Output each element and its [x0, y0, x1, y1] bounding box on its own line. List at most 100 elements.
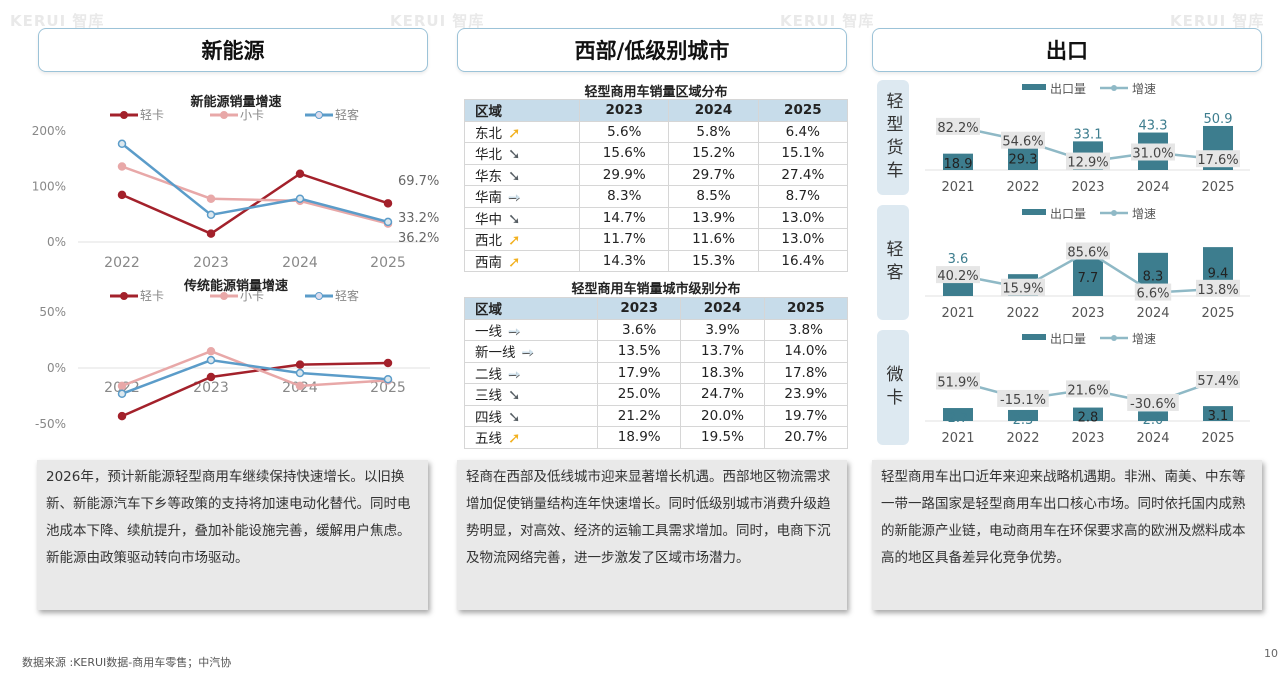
growth-label-bg	[1196, 279, 1240, 297]
x-tick-label: 2024	[282, 255, 318, 271]
legend-marker	[315, 292, 323, 300]
row-label: 三线	[475, 388, 502, 405]
column-header: 区域	[463, 297, 599, 320]
series-line-轻卡	[121, 172, 389, 236]
data-point	[383, 199, 393, 208]
trend-flat-arrow-icon: ➙	[508, 321, 521, 340]
growth-value-label: -30.6%	[1130, 397, 1176, 412]
legend-swatch-volume	[1022, 334, 1046, 340]
column-header: 2023	[579, 99, 670, 122]
row-label: 四线	[475, 409, 502, 426]
watermark: KERUI 智库	[10, 12, 105, 30]
data-point	[117, 139, 127, 149]
bar-value-label: 3.1	[1208, 409, 1229, 424]
legend-marker	[220, 111, 228, 119]
table-row: 二线 ➙ 17.9% 18.3% 17.8%	[463, 361, 849, 384]
table-row: 新一线 ➙ 13.5% 13.7% 14.0%	[463, 340, 849, 363]
watermark: KERUI 智库	[1170, 12, 1265, 30]
value-cell: 23.9%	[763, 383, 849, 406]
column-header: 2023	[597, 297, 682, 320]
growth-label-bg	[936, 372, 980, 390]
data-point	[206, 229, 216, 238]
data-label: 36.2%	[398, 231, 439, 246]
data-point	[206, 210, 216, 220]
trend-down-arrow-icon: ➘	[508, 166, 521, 185]
row-label-cell: 华北 ➘	[463, 142, 581, 165]
legend-marker	[220, 292, 228, 300]
value-cell: 11.6%	[668, 228, 759, 251]
trend-up-arrow-icon: ➚	[508, 231, 521, 250]
city-table-title: 轻型商用车销量城市级别分布	[571, 282, 741, 297]
legend-marker	[120, 111, 128, 119]
x-tick-label: 2024	[1136, 431, 1169, 446]
x-tick-label: 2025	[370, 255, 406, 271]
x-tick-label: 2023	[1071, 431, 1104, 446]
row-label: 华东	[475, 168, 502, 185]
legend-marker	[1111, 85, 1117, 91]
legend-label: 增速	[1132, 82, 1156, 96]
row-label-cell: 华南 ➙	[463, 185, 581, 208]
value-cell: 15.2%	[668, 142, 759, 165]
value-cell: 16.4%	[757, 249, 849, 272]
data-point	[117, 381, 127, 391]
x-tick-label: 2023	[1071, 180, 1104, 195]
value-cell: 11.7%	[579, 228, 670, 251]
legend-swatch-volume	[1022, 84, 1046, 90]
bar-value-label: 43.3	[1139, 119, 1168, 134]
legend-label: 轻卡	[140, 108, 164, 122]
bar	[1073, 407, 1103, 421]
growth-value-label: 13.8%	[1197, 283, 1238, 298]
section-header-export: 出口	[872, 28, 1262, 72]
value-cell: 13.5%	[597, 340, 682, 363]
value-cell: 19.7%	[763, 404, 849, 427]
column-header: 2025	[757, 99, 849, 122]
x-tick-label: 2022	[1006, 306, 1039, 321]
watermark: KERUI 智库	[780, 12, 875, 30]
column-header: 2024	[668, 99, 759, 122]
table-row: 四线 ➘ 21.2% 20.0% 19.7%	[463, 404, 849, 427]
x-tick-label: 2021	[941, 180, 974, 195]
growth-label-bg	[1066, 152, 1110, 170]
data-point	[383, 217, 393, 227]
row-label-cell: 华中 ➘	[463, 206, 581, 229]
row-label-cell: 五线 ➚	[463, 426, 599, 449]
x-tick-label: 2021	[941, 431, 974, 446]
growth-label-bg	[997, 389, 1049, 407]
growth-label-bg	[1127, 393, 1179, 411]
legend-label: 轻客	[335, 107, 359, 122]
bar-value-label: 29.3	[1009, 152, 1038, 167]
growth-value-label: 31.0%	[1132, 147, 1173, 162]
legend-label: 小卡	[240, 108, 264, 122]
growth-label-bg	[1001, 131, 1045, 149]
growth-label-bg	[1066, 380, 1110, 398]
table-row: 一线 ➙ 3.6% 3.9% 3.8%	[463, 318, 849, 341]
data-point	[206, 194, 216, 203]
chart-title: 传统能源销量增速	[183, 278, 288, 294]
row-label: 华北	[475, 147, 502, 164]
trend-down-arrow-icon: ➘	[508, 209, 521, 228]
bar-value-label: 50.9	[1204, 112, 1233, 127]
row-label-cell: 一线 ➙	[463, 318, 599, 341]
table-row: 华中 ➘ 14.7% 13.9% 13.0%	[463, 206, 849, 229]
bar	[1203, 406, 1233, 421]
table-row: 华北 ➘ 15.6% 15.2% 15.1%	[463, 142, 849, 165]
data-label: 33.2%	[398, 211, 439, 226]
value-cell: 17.9%	[597, 361, 682, 384]
table-row: 华东 ➘ 29.9% 29.7% 27.4%	[463, 163, 849, 186]
row-label: 东北	[475, 125, 502, 142]
column-header: 区域	[463, 99, 581, 122]
value-cell: 13.9%	[668, 206, 759, 229]
growth-label-bg	[936, 266, 980, 284]
x-tick-label: 2025	[1201, 431, 1234, 446]
table-row: 三线 ➘ 25.0% 24.7% 23.9%	[463, 383, 849, 406]
region-table-title: 轻型商用车销量区域分布	[584, 85, 728, 100]
data-source: 数据来源 :KERUI数据-商用车零售；中汽协	[22, 656, 232, 669]
bar	[943, 408, 973, 421]
table-header-row: 区域 2023 2024 2025	[463, 99, 849, 122]
row-label-cell: 四线 ➘	[463, 404, 599, 427]
growth-label-bg	[1131, 143, 1175, 161]
y-tick-label: 200%	[32, 124, 66, 138]
growth-label-bg	[1066, 242, 1110, 260]
growth-value-label: 17.6%	[1197, 153, 1238, 168]
legend-marker	[1111, 210, 1117, 216]
